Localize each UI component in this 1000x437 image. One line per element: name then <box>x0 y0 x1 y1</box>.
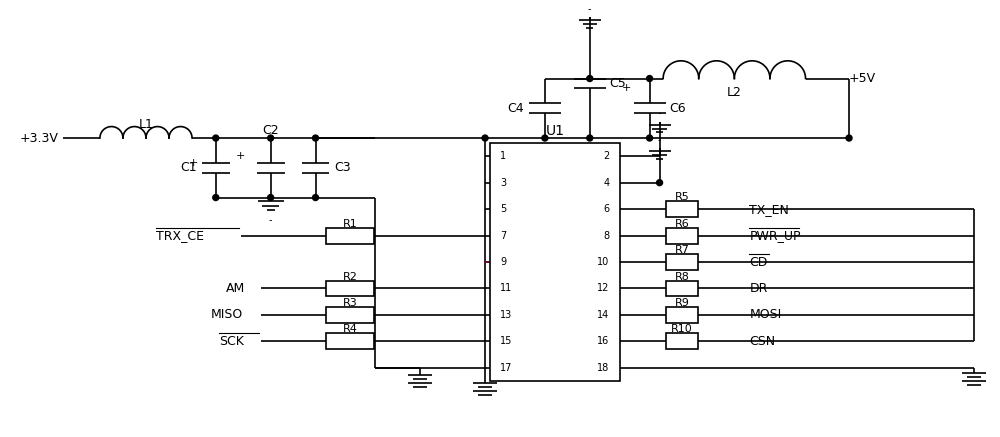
Bar <box>326 333 374 349</box>
Text: R2: R2 <box>343 271 358 281</box>
Circle shape <box>587 135 593 141</box>
Text: C4: C4 <box>507 102 524 115</box>
Text: 4: 4 <box>604 178 610 187</box>
Circle shape <box>482 135 488 141</box>
Text: +: + <box>236 151 245 161</box>
Text: 7: 7 <box>500 231 506 241</box>
Text: L1: L1 <box>139 118 153 131</box>
Text: 2: 2 <box>603 151 610 161</box>
Text: +5V: +5V <box>849 72 876 85</box>
Text: TRX_CE: TRX_CE <box>156 229 204 242</box>
Bar <box>326 281 374 296</box>
Circle shape <box>647 135 653 141</box>
Text: SCK: SCK <box>219 335 244 348</box>
Text: 3: 3 <box>500 178 506 187</box>
Text: AM: AM <box>226 282 245 295</box>
Circle shape <box>657 180 663 186</box>
Text: 9: 9 <box>500 257 506 267</box>
Bar <box>326 307 374 323</box>
Text: 8: 8 <box>604 231 610 241</box>
Circle shape <box>846 135 852 141</box>
Text: -: - <box>658 135 661 145</box>
Text: 13: 13 <box>500 310 512 320</box>
Text: +3.3V: +3.3V <box>19 132 58 145</box>
Text: 12: 12 <box>597 284 610 294</box>
Text: -: - <box>269 215 272 225</box>
Text: 1: 1 <box>500 151 506 161</box>
Text: 6: 6 <box>604 204 610 214</box>
Text: R5: R5 <box>675 192 689 202</box>
Text: MOSI: MOSI <box>749 309 782 322</box>
Text: L2: L2 <box>727 86 742 99</box>
Text: 11: 11 <box>500 284 512 294</box>
Text: 17: 17 <box>500 363 512 373</box>
Text: DR: DR <box>749 282 768 295</box>
Text: +: + <box>188 158 198 168</box>
Circle shape <box>647 76 653 82</box>
Bar <box>666 228 698 243</box>
Circle shape <box>213 135 219 141</box>
Text: C1: C1 <box>180 161 197 174</box>
Bar <box>666 281 698 296</box>
Bar <box>490 143 620 381</box>
Text: MISO: MISO <box>211 309 243 322</box>
Circle shape <box>587 76 593 82</box>
Bar <box>326 228 374 243</box>
Text: R6: R6 <box>675 218 689 229</box>
Text: 5: 5 <box>500 204 506 214</box>
Text: R3: R3 <box>343 298 358 308</box>
Circle shape <box>268 135 274 141</box>
Text: C5: C5 <box>610 77 626 90</box>
Text: 18: 18 <box>597 363 610 373</box>
Text: R10: R10 <box>671 325 693 334</box>
Text: R7: R7 <box>675 245 689 255</box>
Text: C3: C3 <box>334 161 351 174</box>
Circle shape <box>542 135 548 141</box>
Text: R1: R1 <box>343 218 358 229</box>
Text: R9: R9 <box>675 298 689 308</box>
Text: U1: U1 <box>545 124 564 138</box>
Text: R8: R8 <box>675 271 689 281</box>
Text: -: - <box>588 4 592 14</box>
Text: C6: C6 <box>670 102 686 115</box>
Bar <box>666 254 698 270</box>
Text: 16: 16 <box>597 336 610 347</box>
Text: TX_EN: TX_EN <box>749 203 789 215</box>
Text: R4: R4 <box>343 325 358 334</box>
Text: -: - <box>658 108 661 118</box>
Bar <box>666 333 698 349</box>
Bar <box>666 201 698 217</box>
Text: +: + <box>622 83 632 94</box>
Circle shape <box>313 135 319 141</box>
Text: PWR_UP: PWR_UP <box>749 229 801 242</box>
Bar <box>666 307 698 323</box>
Text: 14: 14 <box>597 310 610 320</box>
Text: CSN: CSN <box>749 335 775 348</box>
Text: 10: 10 <box>597 257 610 267</box>
Text: C2: C2 <box>262 124 279 137</box>
Circle shape <box>268 194 274 201</box>
Circle shape <box>213 194 219 201</box>
Circle shape <box>313 194 319 201</box>
Text: CD: CD <box>749 256 768 268</box>
Text: 15: 15 <box>500 336 512 347</box>
